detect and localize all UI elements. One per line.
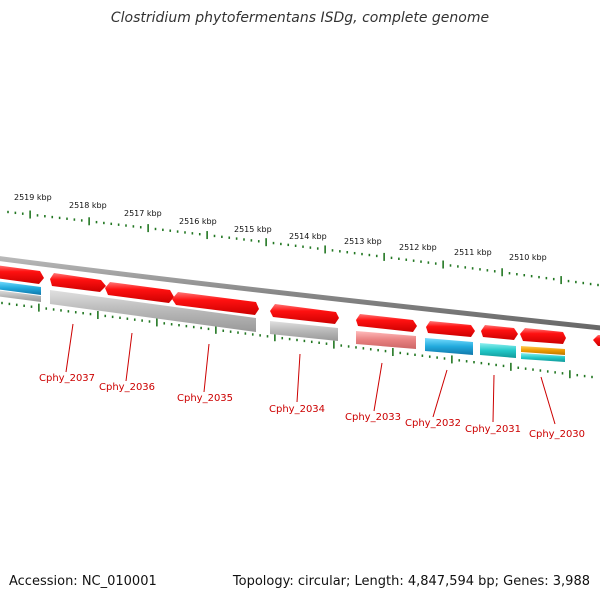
gene-arrow-cphy-2034[interactable]: [270, 304, 339, 324]
scale-labels: 2519 kbp 2518 kbp 2517 kbp 2516 kbp 2515 kbp…: [14, 193, 547, 262]
gene-arrow-cphy-2030[interactable]: [520, 328, 566, 344]
gene-arrow-cphy-2031[interactable]: [481, 325, 518, 340]
scale-label: 2512 kbp: [399, 243, 437, 252]
gene-label[interactable]: Cphy_2031: [465, 424, 521, 435]
gene-arrow-cphy-2033[interactable]: [356, 314, 417, 332]
genome-summary-text: Topology: circular; Length: 4,847,594 bp…: [232, 574, 590, 589]
inner-tick-ring: [1, 301, 593, 379]
gene-leader-line: [65, 323, 74, 373]
map-title: Clostridium phytofermentans ISDg, comple…: [110, 10, 490, 26]
gene-label[interactable]: Cphy_2036: [99, 382, 155, 393]
gray-feature-cphy-2036: [50, 290, 256, 332]
gray-feature-left: [0, 290, 41, 302]
gene-arrow-cphy-2032[interactable]: [426, 321, 475, 337]
genome-backbone: [0, 256, 600, 331]
cyan-feature-cphy-2031: [480, 343, 516, 358]
gene-arrow-cphy-2035[interactable]: [172, 292, 259, 315]
cyan-feature-cphy-2030: [521, 353, 565, 362]
gene-leader-line: [296, 353, 301, 403]
gene-arrow-partial-right[interactable]: [593, 335, 600, 346]
orange-feature-cphy-2030: [521, 346, 565, 355]
scale-label: 2518 kbp: [69, 201, 107, 210]
blue-feature-left: [0, 281, 41, 295]
gene-arrow-cphy-2037[interactable]: [50, 273, 106, 292]
scale-label: 2517 kbp: [124, 209, 162, 218]
gene-leader-line: [373, 362, 383, 412]
outer-tick-ring: [7, 210, 599, 287]
gene-label[interactable]: Cphy_2033: [345, 412, 401, 423]
gene-label-leaders: [65, 323, 556, 425]
scale-label: 2516 kbp: [179, 217, 217, 226]
gene-leader-line: [125, 332, 133, 382]
scale-label: 2519 kbp: [14, 193, 52, 202]
feature-tracks: [0, 265, 600, 362]
blue-feature-cphy-2032: [425, 338, 473, 355]
scale-label: 2514 kbp: [289, 232, 327, 241]
gray-feature-cphy-2034: [270, 321, 338, 341]
gene-label[interactable]: Cphy_2034: [269, 404, 325, 415]
gene-leader-line: [432, 369, 448, 418]
gene-label[interactable]: Cphy_2030: [529, 429, 585, 440]
scale-label: 2510 kbp: [509, 253, 547, 262]
pink-feature-cphy-2033: [356, 331, 416, 349]
gene-labels: Cphy_2037 Cphy_2036 Cphy_2035 Cphy_2034 Cphy…: [39, 373, 585, 440]
gene-leader-line: [492, 374, 495, 423]
gene-leader-line: [540, 376, 556, 425]
gene-label[interactable]: Cphy_2035: [177, 393, 233, 404]
gene-label[interactable]: Cphy_2037: [39, 373, 95, 384]
scale-label: 2515 kbp: [234, 225, 272, 234]
gene-leader-line: [203, 343, 210, 393]
scale-label: 2511 kbp: [454, 248, 492, 257]
gene-label[interactable]: Cphy_2032: [405, 418, 461, 429]
gene-arrow-partial-left[interactable]: [0, 265, 44, 284]
gene-arrow-cphy-2036[interactable]: [105, 282, 174, 303]
scale-label: 2513 kbp: [344, 237, 382, 246]
accession-text: Accession: NC_010001: [9, 574, 157, 589]
